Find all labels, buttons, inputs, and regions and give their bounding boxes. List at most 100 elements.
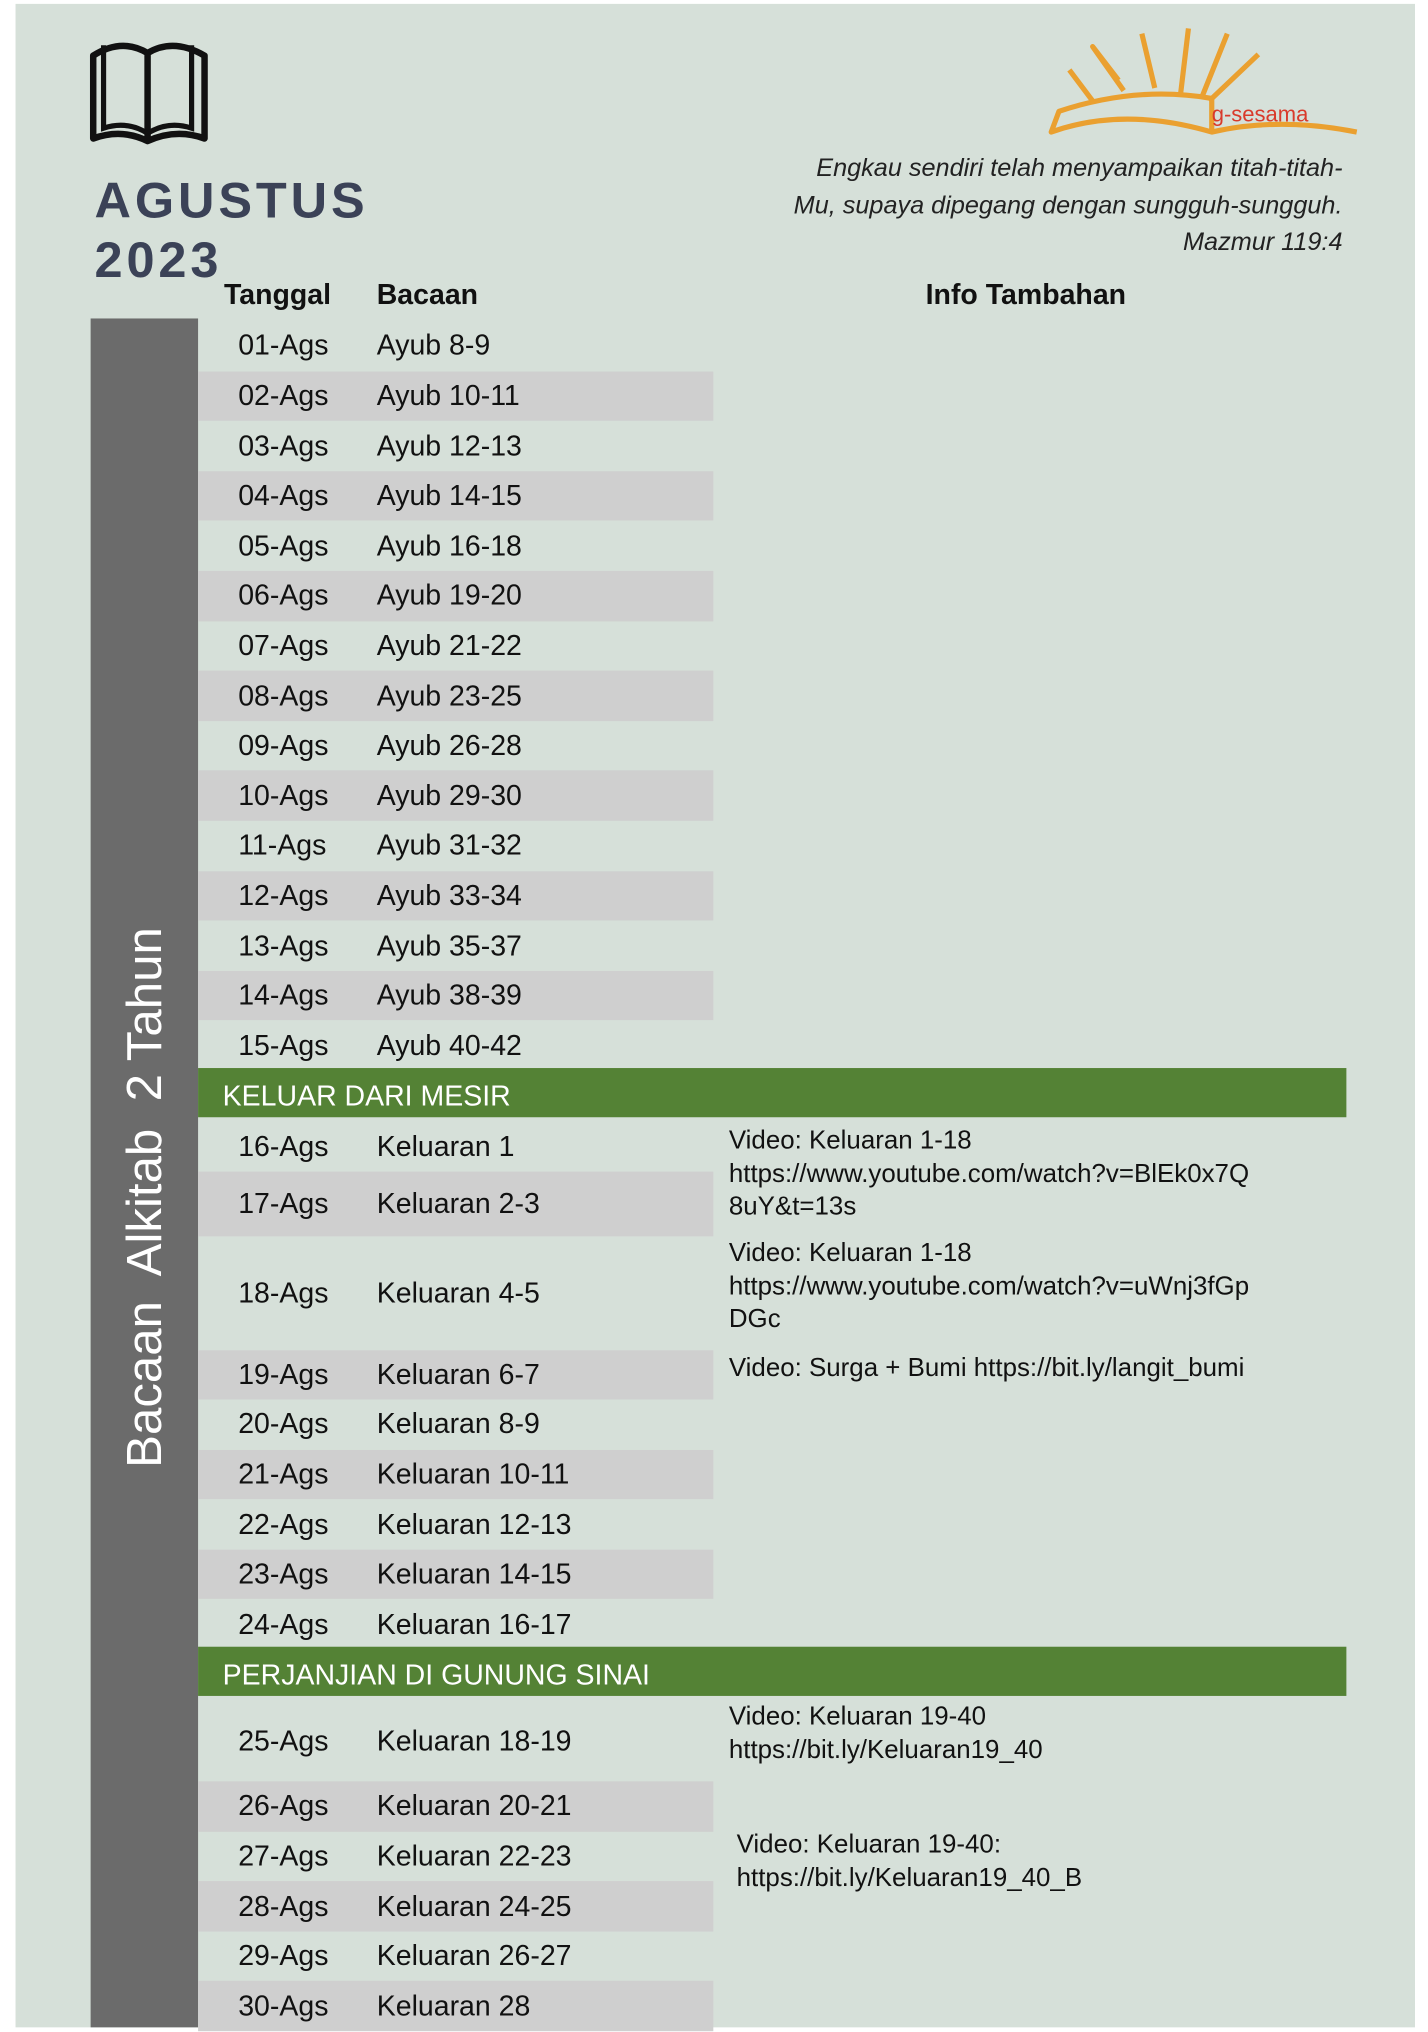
info-text: Video: Keluaran 1-18 — [728, 1238, 972, 1268]
reading-cell: Ayub 16-18 — [376, 529, 522, 562]
side-bar — [90, 318, 199, 2028]
reading-cell: Ayub 33-34 — [376, 878, 522, 912]
row-shade — [198, 970, 714, 1021]
date-cell: 27-Ags — [238, 1839, 329, 1872]
row-shade — [198, 1350, 714, 1400]
row-shade — [198, 1781, 714, 1832]
date-cell: 28-Ags — [238, 1889, 329, 1922]
row-shade — [198, 570, 714, 621]
column-header: Tanggal — [223, 278, 332, 311]
row-shade — [198, 470, 714, 521]
reading-cell: Ayub 31-32 — [376, 828, 522, 862]
info-text: Video: Keluaran 19-40: — [736, 1830, 1002, 1860]
section-bar — [198, 1068, 1347, 1118]
reading-cell: Ayub 21-22 — [376, 629, 522, 662]
row-shade — [198, 1449, 714, 1500]
date-cell: 04-Ags — [238, 479, 329, 512]
date-cell: 16-Ags — [238, 1130, 329, 1163]
date-cell: 19-Ags — [238, 1358, 329, 1391]
year: 2023 — [94, 233, 223, 289]
row-shade — [198, 371, 714, 421]
row-shade — [198, 1549, 714, 1600]
reading-cell: Keluaran 14-15 — [376, 1557, 572, 1590]
date-cell: 26-Ags — [238, 1789, 329, 1822]
reading-cell: Keluaran 20-21 — [376, 1789, 572, 1822]
date-cell: 21-Ags — [238, 1457, 329, 1490]
date-cell: 02-Ags — [238, 379, 329, 412]
reading-cell: Keluaran 8-9 — [376, 1407, 540, 1440]
info-text: https://bit.ly/Keluaran19_40 — [728, 1735, 1043, 1764]
section-bar — [198, 1646, 1347, 1696]
month: AGUSTUS — [94, 173, 369, 230]
reading-cell: Keluaran 2-3 — [376, 1187, 540, 1220]
info-text: Video: Surga + Bumi https://bit.ly/langi… — [728, 1354, 1245, 1383]
reading-cell: Ayub 23-25 — [376, 679, 522, 712]
reading-cell: Keluaran 28 — [376, 1989, 531, 2023]
info-text: DGc — [728, 1304, 781, 1334]
info-text: Video: Keluaran 19-40 — [728, 1702, 987, 1731]
reading-cell: Keluaran 4-5 — [376, 1276, 540, 1309]
reading-cell: Ayub 8-9 — [376, 329, 491, 362]
row-shade — [198, 1881, 714, 1932]
quote-line: Mu, supaya dipegang dengan sungguh-sungg… — [793, 191, 1343, 221]
date-cell: 15-Ags — [238, 1028, 329, 1062]
date-cell: 10-Ags — [238, 778, 329, 812]
date-cell: 12-Ags — [238, 878, 329, 912]
reading-cell: Ayub 14-15 — [376, 479, 522, 512]
date-cell: 13-Ags — [238, 928, 329, 962]
date-cell: 06-Ags — [238, 579, 329, 612]
date-cell: 05-Ags — [238, 529, 329, 562]
date-cell: 23-Ags — [238, 1557, 329, 1590]
logo: g-sesama — [1048, 28, 1358, 135]
date-cell: 25-Ags — [238, 1724, 329, 1757]
info-text: https://www.youtube.com/watch?v=uWnj3fGp — [728, 1271, 1250, 1301]
date-cell: 30-Ags — [238, 1989, 329, 2023]
date-cell: 17-Ags — [238, 1187, 329, 1220]
date-cell: 29-Ags — [238, 1939, 329, 1972]
info-text: https://www.youtube.com/watch?v=BlEk0x7Q — [728, 1159, 1250, 1188]
book-icon — [89, 42, 208, 145]
reading-cell: Ayub 19-20 — [376, 579, 522, 612]
date-cell: 24-Ags — [238, 1607, 329, 1640]
info-text: 8uY&t=13s — [728, 1192, 857, 1221]
reading-cell: Ayub 40-42 — [376, 1028, 522, 1062]
column-header: Bacaan — [376, 278, 479, 311]
date-cell: 11-Ags — [238, 828, 327, 862]
reading-cell: Ayub 10-11 — [376, 379, 520, 412]
reading-cell: Ayub 38-39 — [376, 978, 522, 1012]
reading-cell: Keluaran 16-17 — [376, 1607, 572, 1640]
date-cell: 07-Ags — [238, 629, 329, 662]
section-title: PERJANJIAN DI GUNUNG SINAI — [222, 1658, 650, 1691]
date-cell: 14-Ags — [238, 978, 329, 1012]
reading-cell: Ayub 12-13 — [376, 429, 522, 462]
info-text: https://bit.ly/Keluaran19_40_B — [736, 1863, 1083, 1893]
date-cell: 03-Ags — [238, 429, 329, 462]
reading-cell: Ayub 26-28 — [376, 728, 522, 762]
date-cell: 20-Ags — [238, 1407, 329, 1440]
reading-cell: Keluaran 18-19 — [376, 1724, 572, 1757]
row-shade — [198, 770, 714, 821]
reading-cell: Keluaran 24-25 — [376, 1889, 572, 1922]
reading-cell: Keluaran 6-7 — [376, 1358, 540, 1391]
reading-cell: Keluaran 26-27 — [376, 1939, 572, 1972]
reading-cell: Keluaran 12-13 — [376, 1507, 572, 1540]
row-shade — [198, 1981, 714, 2032]
quote-line: Engkau sendiri telah menyampaikan titah-… — [816, 154, 1343, 183]
quote-line: Mazmur 119:4 — [1183, 227, 1343, 257]
date-cell: 18-Ags — [238, 1276, 329, 1309]
reading-cell: Keluaran 1 — [376, 1130, 515, 1163]
side-label: Bacaan Alkitab 2 Tahun — [118, 927, 173, 1468]
date-cell: 08-Ags — [238, 679, 329, 712]
reading-cell: Keluaran 22-23 — [376, 1839, 572, 1872]
date-cell: 22-Ags — [238, 1507, 329, 1540]
logo-text: g-sesama — [1212, 102, 1309, 127]
row-shade — [198, 670, 714, 721]
info-text: Video: Keluaran 1-18 — [728, 1126, 972, 1155]
row-shade — [198, 870, 714, 921]
date-cell: 09-Ags — [238, 728, 329, 762]
date-cell: 01-Ags — [238, 329, 329, 362]
row-shade — [198, 1171, 714, 1237]
reading-cell: Ayub 35-37 — [376, 928, 522, 962]
